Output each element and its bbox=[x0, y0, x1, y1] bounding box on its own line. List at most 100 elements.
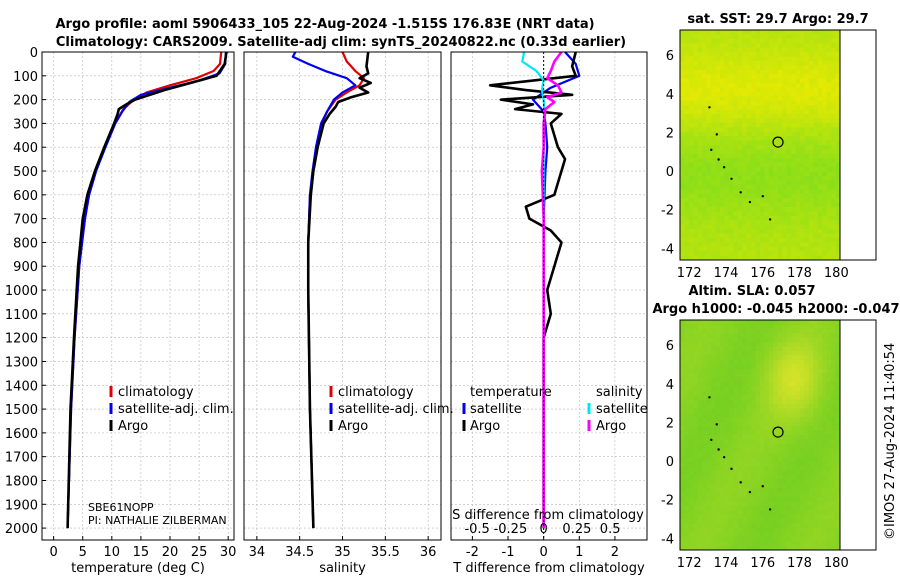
map-cell bbox=[697, 536, 703, 542]
map-cell bbox=[835, 430, 841, 436]
map-cell bbox=[817, 30, 823, 35]
map-cell bbox=[697, 408, 703, 414]
map-cell bbox=[795, 474, 801, 480]
map-cell bbox=[822, 324, 828, 330]
map-cell bbox=[706, 83, 712, 88]
map-cell bbox=[795, 483, 801, 489]
map-cell bbox=[737, 452, 743, 458]
map-cell bbox=[684, 38, 690, 44]
map-cell bbox=[706, 122, 712, 128]
map-cell bbox=[817, 220, 823, 226]
map-cell bbox=[786, 83, 792, 88]
map-cell bbox=[720, 474, 725, 480]
map-cell bbox=[751, 439, 757, 445]
map-cell bbox=[680, 47, 685, 53]
map-cell bbox=[680, 215, 685, 221]
map-cell bbox=[804, 426, 810, 432]
map-cell bbox=[693, 122, 699, 128]
map-cell bbox=[697, 426, 703, 432]
map-cell bbox=[724, 412, 730, 418]
map-cell bbox=[760, 189, 765, 195]
map-cell bbox=[760, 355, 765, 361]
map-cell bbox=[804, 30, 810, 35]
map-cell bbox=[746, 377, 752, 383]
map-cell bbox=[751, 105, 757, 111]
map-cell bbox=[800, 448, 805, 454]
map-cell bbox=[680, 337, 685, 343]
map-cell bbox=[706, 74, 712, 80]
map-cell bbox=[711, 47, 717, 53]
map-cell bbox=[808, 399, 814, 405]
map-cell bbox=[755, 448, 761, 454]
map-cell bbox=[697, 38, 703, 44]
map-cell bbox=[724, 448, 730, 454]
map-cell bbox=[826, 145, 832, 150]
map-cell bbox=[773, 83, 779, 88]
map-cell bbox=[728, 69, 734, 75]
map-cell bbox=[742, 395, 748, 401]
map-cell bbox=[808, 198, 814, 203]
map-cell bbox=[826, 346, 832, 352]
map-cell bbox=[800, 140, 805, 146]
map-cell bbox=[800, 386, 805, 392]
map-y-tick-label: 0 bbox=[666, 455, 674, 470]
map-cell bbox=[684, 377, 690, 383]
map-cell bbox=[684, 536, 690, 542]
map-cell bbox=[742, 30, 748, 35]
map-cell bbox=[808, 127, 814, 133]
map-cell bbox=[768, 255, 774, 261]
map-cell bbox=[751, 56, 757, 62]
map-cell bbox=[693, 246, 699, 252]
map-cell bbox=[755, 333, 761, 339]
map-cell bbox=[795, 118, 801, 124]
map-cell bbox=[720, 202, 725, 208]
map-cell bbox=[720, 430, 725, 436]
map-cell bbox=[835, 180, 841, 186]
map-cell bbox=[746, 483, 752, 489]
map-cell bbox=[746, 242, 752, 248]
map-cell bbox=[826, 536, 832, 542]
map-cell bbox=[724, 131, 730, 137]
map-cell bbox=[684, 162, 690, 168]
map-cell bbox=[688, 373, 694, 378]
map-cell bbox=[835, 189, 841, 195]
map-cell bbox=[746, 136, 752, 142]
map-cell bbox=[782, 514, 788, 520]
map-cell bbox=[760, 496, 765, 502]
map-cell bbox=[724, 140, 730, 146]
map-cell bbox=[826, 255, 832, 261]
map-cell bbox=[715, 215, 721, 221]
map-cell bbox=[733, 30, 739, 35]
map-cell bbox=[795, 229, 801, 234]
map-cell bbox=[791, 452, 797, 458]
map-cell bbox=[688, 162, 694, 168]
map-cell bbox=[751, 496, 757, 502]
map-cell bbox=[724, 355, 730, 361]
map-cell bbox=[711, 452, 717, 458]
map-cell bbox=[831, 131, 837, 137]
map-cell bbox=[791, 211, 797, 217]
map-cell bbox=[826, 87, 832, 93]
map-cell bbox=[817, 251, 823, 257]
map-cell bbox=[826, 532, 832, 538]
map-cell bbox=[817, 514, 823, 520]
map-cell bbox=[746, 251, 752, 257]
map-cell bbox=[702, 145, 708, 150]
map-cell bbox=[711, 381, 717, 387]
map-cell bbox=[688, 510, 694, 516]
map-cell bbox=[768, 465, 774, 471]
map-cell bbox=[813, 364, 819, 370]
series-t-argo bbox=[488, 51, 578, 529]
map-cell bbox=[733, 96, 739, 102]
map-cell bbox=[688, 320, 694, 325]
map-cell bbox=[755, 74, 761, 80]
map-cell bbox=[728, 386, 734, 392]
map-cell bbox=[702, 91, 708, 97]
map-cell bbox=[813, 333, 819, 339]
map-cell bbox=[684, 505, 690, 511]
map-cell bbox=[804, 465, 810, 471]
map-cell bbox=[751, 359, 757, 365]
island-marker bbox=[730, 177, 733, 181]
map-cell bbox=[706, 510, 712, 516]
map-cell bbox=[808, 109, 814, 115]
